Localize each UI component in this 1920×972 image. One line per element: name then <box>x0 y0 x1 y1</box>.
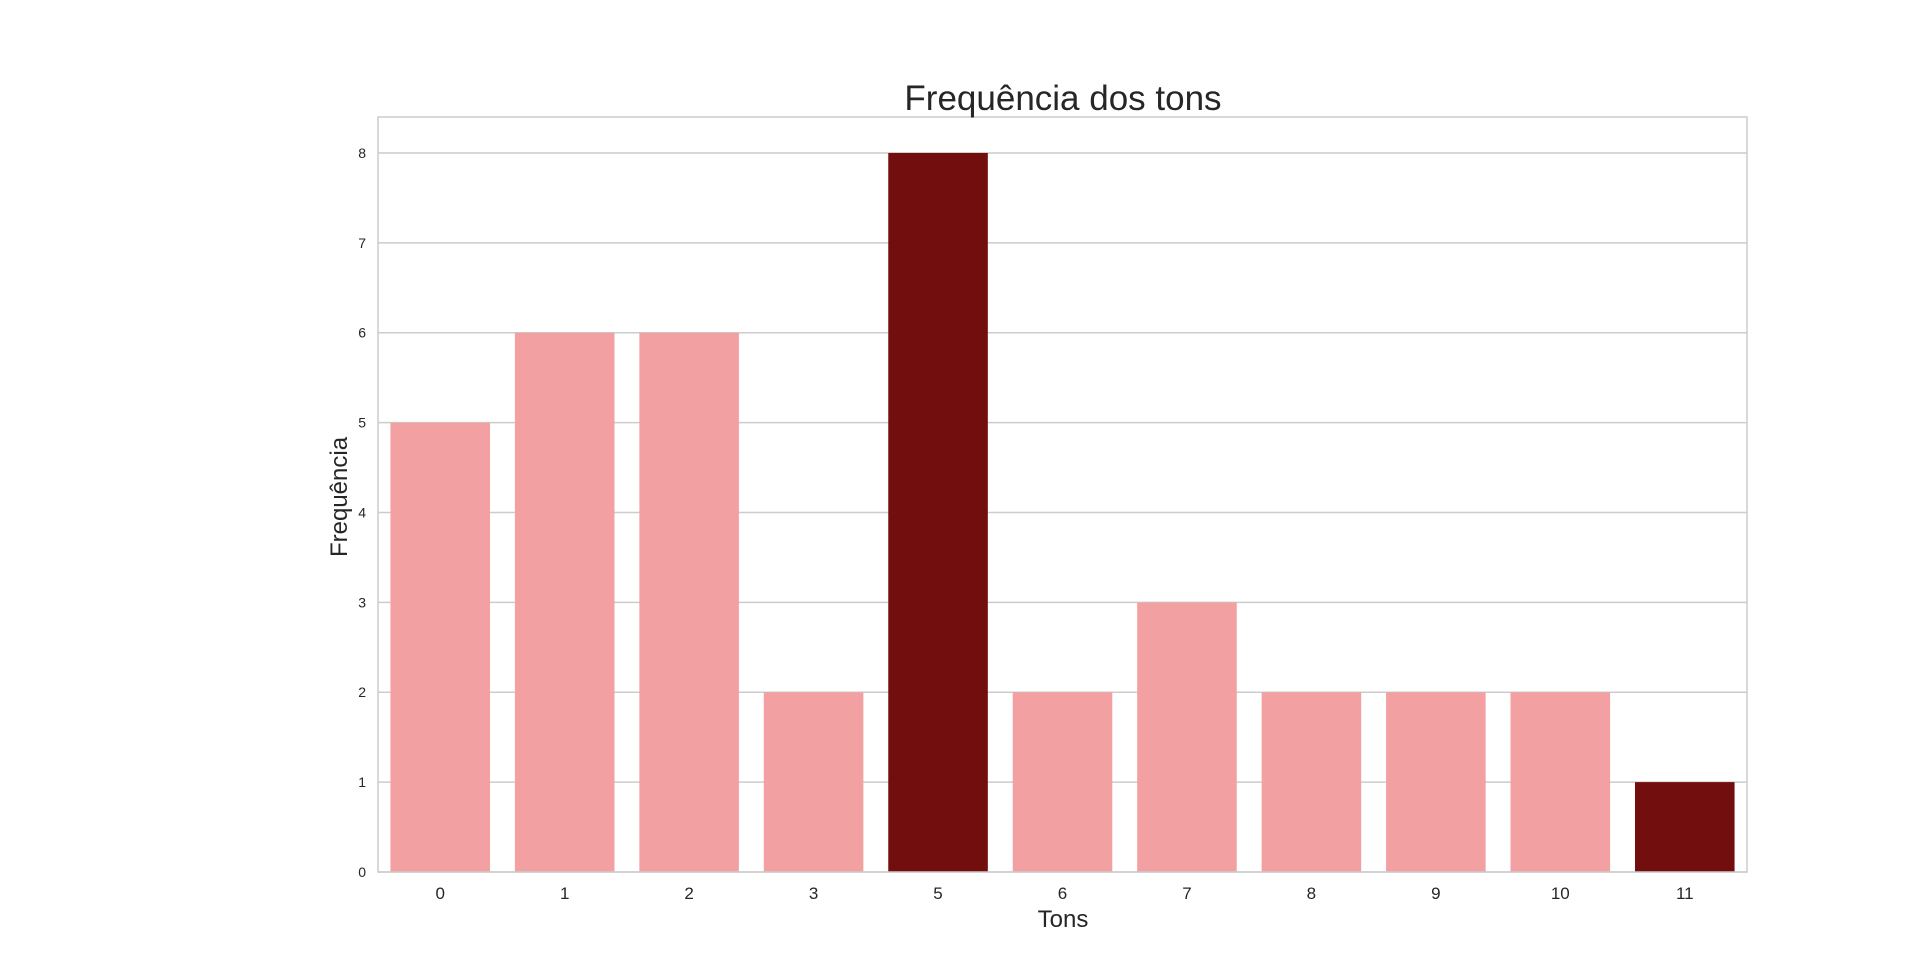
y-tick-label: 6 <box>358 325 366 341</box>
y-tick-label: 0 <box>358 864 366 880</box>
bar-9 <box>1386 692 1486 872</box>
bar-1 <box>514 332 615 872</box>
bar-8 <box>1261 692 1362 872</box>
chart-title: Frequência dos tons <box>904 79 1221 118</box>
x-axis-ticks: 0 1 2 3 5 6 7 8 9 10 11 <box>435 884 1693 903</box>
bars <box>390 152 1735 872</box>
y-axis-ticks: 0 1 2 3 4 5 6 7 8 <box>358 145 366 880</box>
y-tick-label: 2 <box>358 684 366 700</box>
bar-11 <box>1634 782 1735 872</box>
x-tick-label: 9 <box>1431 884 1440 903</box>
x-tick-label: 6 <box>1058 884 1067 903</box>
x-tick-label: 7 <box>1182 884 1191 903</box>
bar-2 <box>639 332 739 872</box>
bar-7 <box>1137 602 1237 872</box>
y-axis-label: Frequência <box>326 436 353 557</box>
plot-frame <box>377 116 1748 873</box>
y-tick-label: 1 <box>358 774 366 790</box>
bar-6 <box>1012 692 1113 872</box>
x-tick-label: 2 <box>684 884 693 903</box>
y-tick-label: 7 <box>358 235 366 251</box>
y-tick-label: 3 <box>358 594 366 610</box>
x-tick-label: 8 <box>1307 884 1316 903</box>
y-tick-label: 4 <box>358 504 366 520</box>
x-tick-label: 0 <box>435 884 444 903</box>
x-tick-label: 1 <box>560 884 569 903</box>
bar-5 <box>888 152 988 872</box>
bar-10 <box>1510 692 1611 872</box>
bar-3 <box>763 692 864 872</box>
y-tick-label: 8 <box>358 145 366 161</box>
x-tick-label: 11 <box>1676 884 1694 903</box>
x-tick-label: 3 <box>809 884 818 903</box>
bar-0 <box>390 422 491 872</box>
x-tick-label: 10 <box>1551 884 1570 903</box>
x-axis-label: Tons <box>1038 906 1089 933</box>
x-tick-label: 5 <box>933 884 942 903</box>
y-tick-label: 5 <box>358 415 366 431</box>
